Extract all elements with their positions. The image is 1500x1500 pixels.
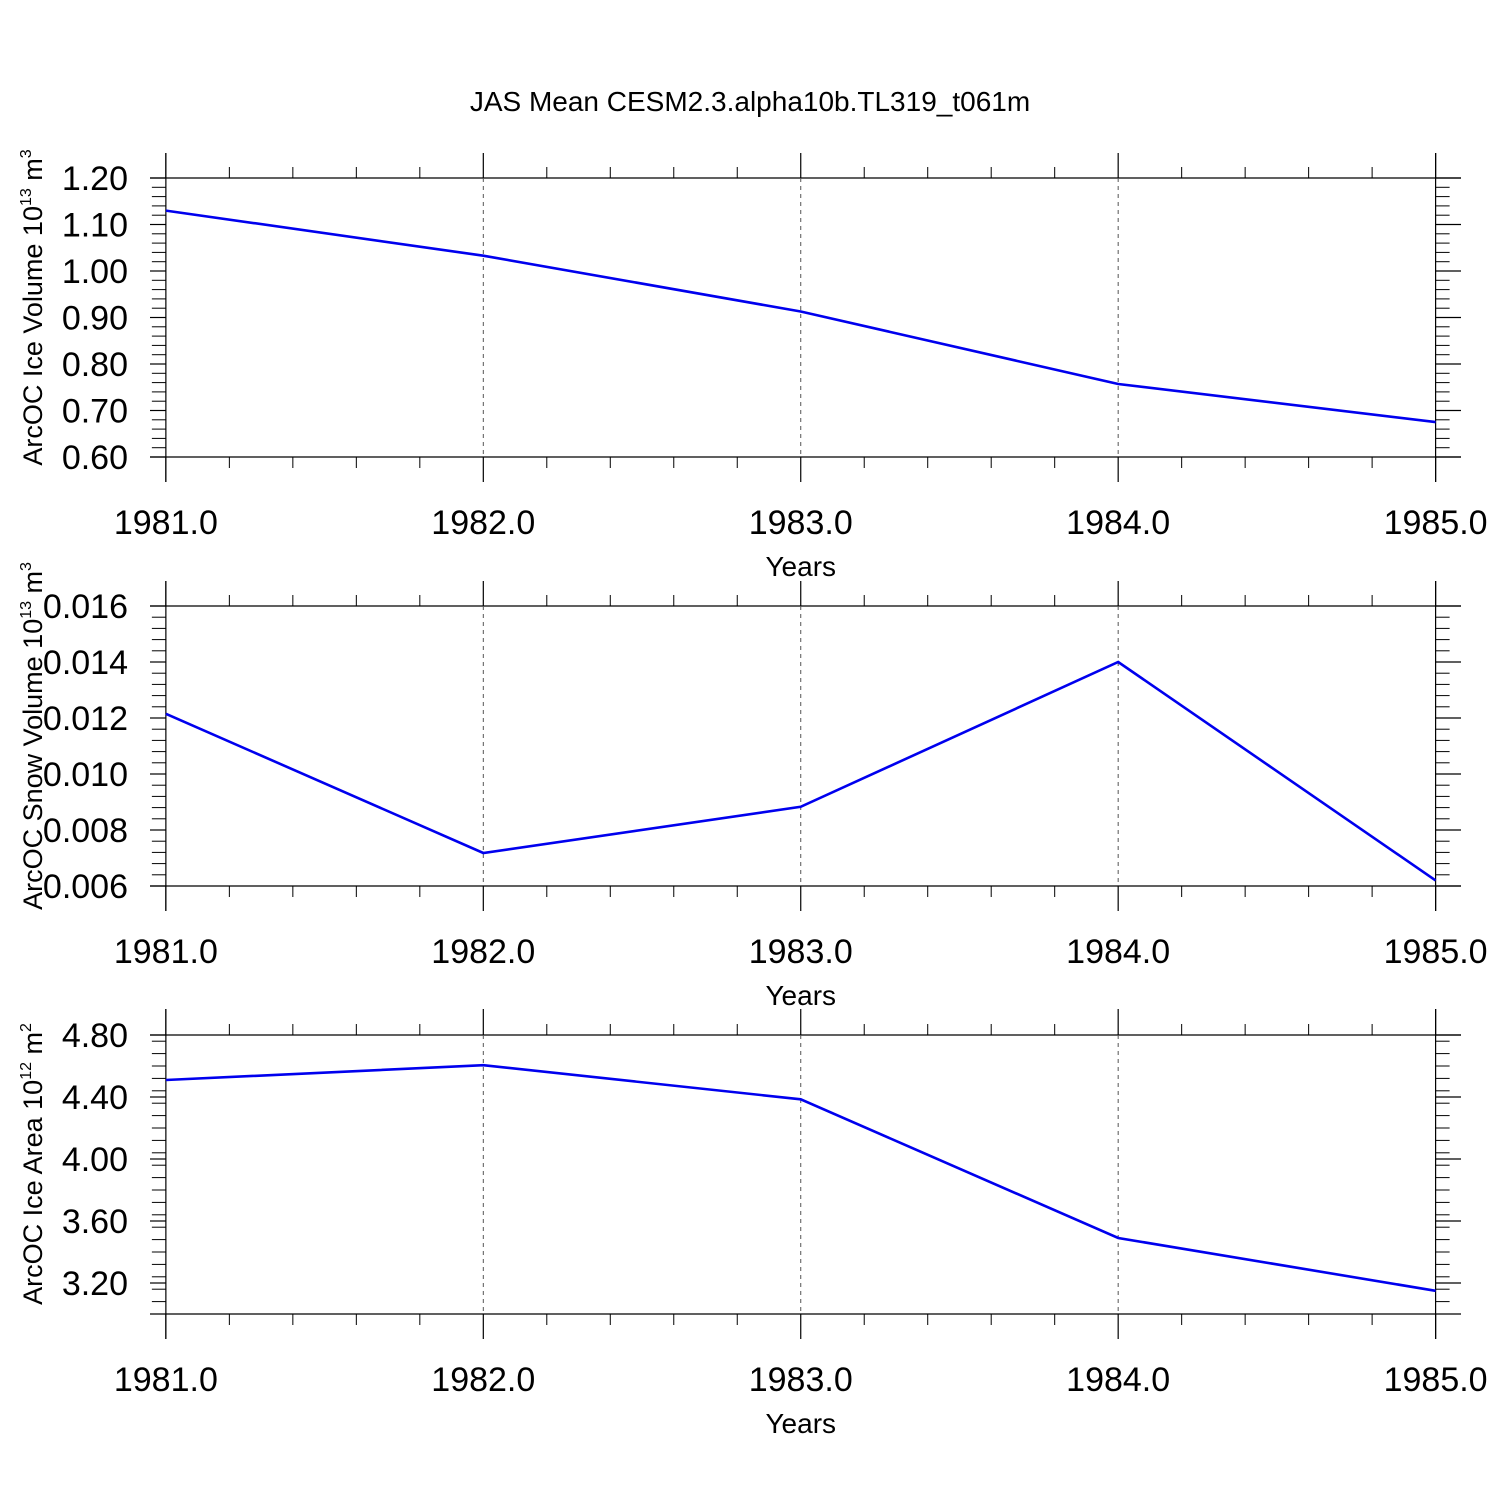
y-tick-label: 0.80 [62,346,128,384]
y-axis-label: ArcOC Ice Area 1012 m2 [18,1023,48,1305]
x-tick-label: 1982.0 [431,1361,535,1399]
y-tick-label: 1.10 [62,207,128,245]
series-line-1 [165,209,1436,424]
y-axis-label-unit: m [18,158,48,188]
y-axis-label-unit: m [18,571,48,601]
y-tick-label: 0.006 [43,868,128,906]
x-tick-label: 1981.0 [114,504,218,542]
x-axis-label: Years [765,1408,836,1439]
y-tick-label: 4.80 [62,1017,128,1055]
y-axis-label-exponent: 13 [18,188,35,206]
y-axis-label: ArcOC Ice Volume 1013 m3 [18,149,48,465]
y-tick-label: 1.20 [62,160,128,198]
y-tick-label: 0.70 [62,393,128,431]
y-tick-label: 0.014 [43,644,128,682]
y-tick-label: 4.40 [62,1079,128,1117]
y-axis-label-text: ArcOC Ice Volume 10 [18,206,48,466]
x-tick-label: 1985.0 [1384,933,1488,971]
x-tick-label: 1984.0 [1066,1361,1170,1399]
y-axis-label-exponent: 12 [18,1062,35,1080]
x-tick-label: 1982.0 [431,933,535,971]
y-axis-label: ArcOC Snow Volume 1013 m3 [18,562,48,910]
x-axis-label: Years [765,551,836,582]
y-axis-label-unit-exponent: 2 [18,1023,35,1032]
x-tick-label: 1984.0 [1066,504,1170,542]
x-tick-label: 1983.0 [749,933,853,971]
y-axis-label-exponent: 13 [18,601,35,619]
x-tick-label: 1982.0 [431,504,535,542]
x-axis-label: Years [765,980,836,1011]
x-tick-label: 1981.0 [114,1361,218,1399]
y-axis-label-unit: m [18,1032,48,1062]
y-tick-label: 3.20 [62,1265,128,1303]
x-tick-label: 1985.0 [1384,504,1488,542]
y-tick-label: 0.008 [43,812,128,850]
y-tick-label: 3.60 [62,1203,128,1241]
y-tick-label: 0.016 [43,588,128,626]
y-tick-label: 4.00 [62,1141,128,1179]
y-axis-label-unit-exponent: 3 [18,562,35,571]
y-axis-label-text: ArcOC Snow Volume 10 [18,619,48,910]
series-line-1 [165,660,1437,882]
x-tick-label: 1983.0 [749,504,853,542]
y-tick-label: 0.90 [62,300,128,338]
panel-3: 1981.0 1982.0 1983.0 1984.0 1985.0 Years 3.20 3… [18,1009,1488,1439]
x-tick-label: 1981.0 [114,933,218,971]
y-axis-label-text: ArcOC Ice Area 10 [18,1080,48,1305]
y-tick-label: 0.010 [43,756,128,794]
panels: 1981.0 1982.0 1983.0 1984.0 1985.0 Years 0.60 0… [18,149,1488,1439]
x-tick-label: 1984.0 [1066,933,1170,971]
series-line-1 [165,1063,1436,1293]
panel-1: 1981.0 1982.0 1983.0 1984.0 1985.0 Years 0.60 0… [18,149,1488,582]
y-tick-label: 0.60 [62,439,128,477]
figure-title: JAS Mean CESM2.3.alpha10b.TL319_t061m [470,86,1030,117]
panel-2: 1981.0 1982.0 1983.0 1984.0 1985.0 Years 0.006… [18,562,1488,1011]
y-tick-label: 1.00 [62,253,128,291]
x-tick-label: 1983.0 [749,1361,853,1399]
y-tick-label: 0.012 [43,700,128,738]
y-axis-label-unit-exponent: 3 [18,149,35,158]
x-tick-label: 1985.0 [1384,1361,1488,1399]
